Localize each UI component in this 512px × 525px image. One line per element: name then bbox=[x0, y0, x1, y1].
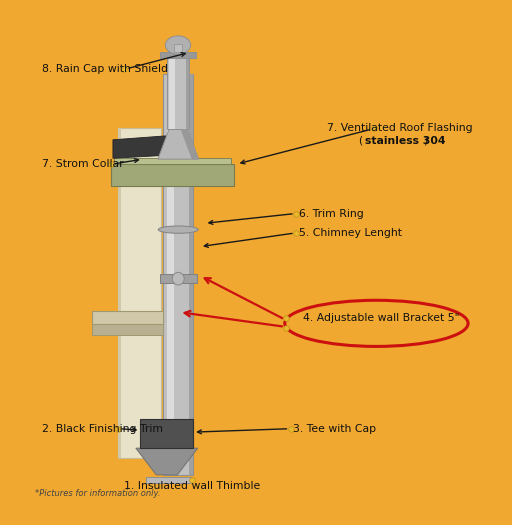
Text: 4. Adjustable wall Bracket 5": 4. Adjustable wall Bracket 5" bbox=[303, 313, 459, 323]
Polygon shape bbox=[181, 129, 199, 159]
Text: 6. Trim Ring: 6. Trim Ring bbox=[298, 208, 364, 218]
Ellipse shape bbox=[165, 36, 190, 54]
Text: 2. Black Finishing Trim: 2. Black Finishing Trim bbox=[42, 424, 163, 434]
FancyBboxPatch shape bbox=[114, 158, 231, 164]
FancyBboxPatch shape bbox=[167, 74, 175, 475]
Text: *Pictures for information only.: *Pictures for information only. bbox=[35, 489, 161, 498]
Text: 5. Chimney Lenght: 5. Chimney Lenght bbox=[298, 228, 401, 238]
FancyBboxPatch shape bbox=[140, 419, 193, 448]
Text: (: ( bbox=[358, 136, 362, 146]
FancyBboxPatch shape bbox=[118, 128, 121, 458]
Ellipse shape bbox=[158, 226, 198, 233]
FancyBboxPatch shape bbox=[118, 128, 161, 458]
FancyBboxPatch shape bbox=[175, 44, 182, 52]
Text: ): ) bbox=[423, 136, 428, 146]
Text: 7. Ventilated Roof Flashing: 7. Ventilated Roof Flashing bbox=[327, 123, 473, 133]
Text: stainless 304: stainless 304 bbox=[365, 136, 445, 146]
Text: 8. Rain Cap with Shield: 8. Rain Cap with Shield bbox=[42, 64, 168, 74]
FancyBboxPatch shape bbox=[166, 55, 189, 129]
FancyBboxPatch shape bbox=[111, 164, 234, 186]
FancyBboxPatch shape bbox=[160, 52, 196, 58]
Text: 7. Strom Collar: 7. Strom Collar bbox=[42, 159, 123, 169]
FancyBboxPatch shape bbox=[188, 74, 193, 475]
FancyBboxPatch shape bbox=[146, 477, 192, 483]
Circle shape bbox=[175, 275, 182, 282]
Text: 1. Insulated wall Thimble: 1. Insulated wall Thimble bbox=[124, 480, 260, 490]
Polygon shape bbox=[113, 136, 166, 158]
Circle shape bbox=[172, 272, 184, 285]
FancyBboxPatch shape bbox=[92, 311, 163, 324]
FancyBboxPatch shape bbox=[92, 324, 163, 335]
FancyBboxPatch shape bbox=[160, 274, 197, 283]
Text: 3. Tee with Cap: 3. Tee with Cap bbox=[293, 424, 376, 434]
Polygon shape bbox=[136, 448, 198, 475]
Polygon shape bbox=[158, 129, 199, 159]
FancyBboxPatch shape bbox=[186, 55, 189, 129]
FancyBboxPatch shape bbox=[169, 55, 175, 129]
FancyBboxPatch shape bbox=[163, 74, 193, 475]
